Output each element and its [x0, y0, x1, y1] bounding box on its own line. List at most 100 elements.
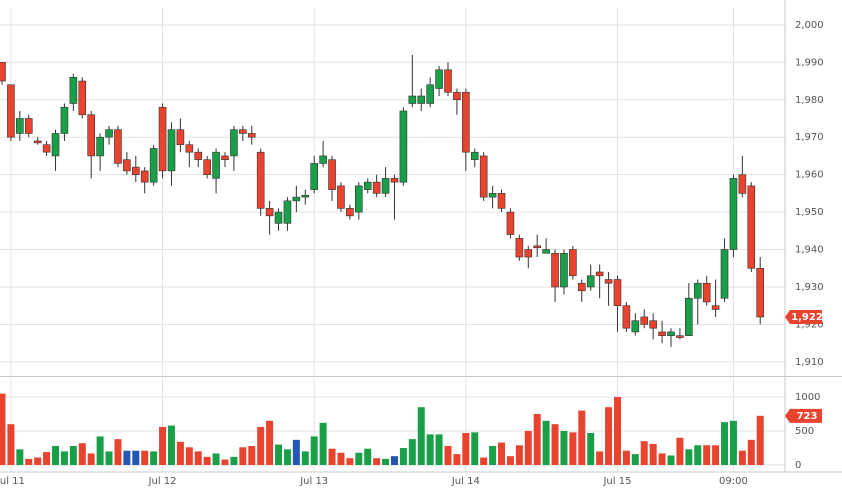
- candle-body: [132, 166, 140, 175]
- candle-body: [435, 69, 443, 89]
- candle-body: [301, 194, 310, 198]
- volume-bar: [319, 422, 327, 465]
- candle-body: [756, 267, 765, 318]
- volume-bar: [489, 445, 497, 465]
- volume-tick-label: 0: [795, 460, 801, 471]
- x-tick-label: Jul 13: [299, 476, 328, 487]
- volume-bar: [649, 443, 657, 465]
- candle-body: [167, 129, 176, 172]
- x-tick-label: Jul 14: [451, 476, 480, 487]
- candle-body: [149, 148, 158, 183]
- candle-body: [265, 208, 274, 217]
- candle-body: [346, 208, 354, 217]
- x-tick-label: 09:00: [719, 476, 748, 487]
- volume-bar: [96, 436, 104, 465]
- volume-bar: [239, 447, 247, 465]
- volume-bar: [480, 457, 488, 465]
- y-tick-label: 1,910: [795, 357, 824, 368]
- volume-bar: [587, 433, 595, 465]
- candle-body: [408, 95, 417, 104]
- candle-body: [372, 181, 381, 194]
- candle-body: [542, 249, 550, 254]
- y-tick-label: 1,990: [795, 57, 824, 68]
- volume-bar: [167, 425, 175, 465]
- volume-bar: [364, 448, 372, 465]
- candle-body: [140, 170, 149, 183]
- candle-body: [212, 151, 220, 179]
- candle-body: [274, 211, 283, 224]
- volume-tick-label: 500: [795, 426, 814, 437]
- volume-bar: [551, 424, 559, 465]
- candle-body: [399, 110, 408, 183]
- candle-body: [203, 159, 211, 175]
- volume-bar: [685, 449, 693, 465]
- volume-bar: [569, 432, 577, 465]
- volume-bar: [542, 420, 550, 465]
- candle-body: [60, 106, 69, 134]
- volume-bar: [43, 452, 51, 465]
- volume-bar: [60, 451, 68, 465]
- candle-body: [328, 159, 336, 190]
- candle-body: [640, 316, 649, 325]
- volume-bar: [373, 458, 381, 465]
- candle-body: [479, 155, 488, 198]
- y-tick-label: 2,000: [795, 20, 824, 31]
- y-tick-label: 1,970: [795, 132, 824, 143]
- candle-body: [158, 106, 167, 172]
- candle-body: [631, 320, 640, 333]
- volume-bar: [640, 441, 648, 465]
- candle-body: [649, 320, 657, 329]
- candle-body: [185, 144, 194, 153]
- candle-body: [595, 271, 604, 277]
- candle-body: [42, 144, 51, 153]
- candle-body: [560, 252, 568, 288]
- candle-body: [363, 181, 372, 190]
- candle-body: [569, 249, 577, 277]
- candle-body: [0, 62, 6, 82]
- volume-bar: [515, 445, 523, 465]
- candle-body: [33, 140, 42, 144]
- volume-bar: [435, 434, 443, 465]
- volume-bar: [524, 430, 532, 465]
- volume-tick-label: 1000: [795, 392, 820, 403]
- volume-bar: [248, 445, 256, 465]
- candle-body: [604, 279, 613, 284]
- candle-body: [16, 118, 24, 134]
- candle-body: [577, 282, 586, 292]
- volume-bar: [7, 424, 15, 465]
- candle-body: [667, 331, 675, 336]
- volume-bar: [453, 454, 461, 465]
- volume-bar: [292, 439, 300, 465]
- volume-bar: [408, 439, 416, 465]
- volume-bar: [390, 456, 398, 465]
- volume-bar: [631, 454, 639, 465]
- volume-bar: [123, 450, 131, 465]
- volume-bar: [667, 455, 675, 465]
- volume-bar: [676, 437, 684, 465]
- volume-bar: [622, 450, 630, 465]
- candle-body: [676, 335, 684, 338]
- volume-bar: [712, 445, 720, 465]
- volume-bar: [132, 450, 140, 465]
- y-tick-label: 1,960: [795, 170, 824, 181]
- candle-body: [256, 151, 265, 209]
- last-price-label: 1,922: [791, 312, 823, 323]
- y-tick-label: 1,950: [795, 207, 824, 218]
- candle-body: [51, 133, 60, 157]
- volume-bar: [114, 439, 122, 465]
- candle-body: [702, 282, 711, 303]
- candle-body: [506, 211, 515, 235]
- volume-bar: [69, 445, 77, 465]
- volume-bar: [658, 453, 666, 465]
- candle-body: [470, 151, 479, 160]
- candle-body: [685, 297, 693, 336]
- volume-bar: [257, 426, 265, 465]
- volume-bar: [346, 458, 354, 465]
- candle-body: [247, 133, 256, 138]
- volume-bar: [87, 453, 95, 465]
- y-tick-label: 1,920: [795, 319, 824, 330]
- volume-bar: [230, 456, 238, 465]
- candle-body: [230, 129, 238, 157]
- volume-bar: [605, 407, 613, 465]
- x-tick-label: Jul 15: [602, 476, 631, 487]
